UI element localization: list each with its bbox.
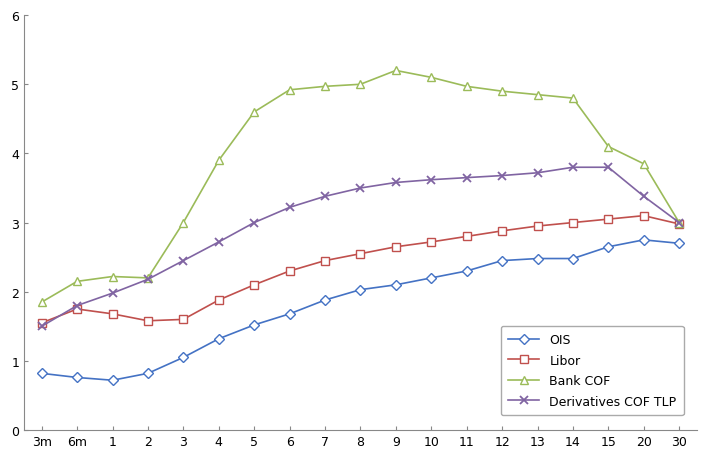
Bank COF <box>675 220 683 226</box>
Derivatives COF TLP <box>462 175 471 181</box>
Derivatives COF TLP <box>498 174 506 179</box>
Bank COF <box>285 88 294 93</box>
Bank COF <box>179 220 188 226</box>
OIS <box>144 371 152 376</box>
OIS <box>392 282 400 288</box>
Derivatives COF TLP <box>321 194 329 200</box>
Line: Derivatives COF TLP: Derivatives COF TLP <box>38 164 683 331</box>
Libor <box>533 224 542 230</box>
Derivatives COF TLP <box>392 180 400 186</box>
Libor <box>569 220 577 226</box>
Libor <box>392 245 400 250</box>
Derivatives COF TLP <box>604 165 612 171</box>
OIS <box>427 275 435 281</box>
Bank COF <box>498 89 506 95</box>
Bank COF <box>462 84 471 90</box>
Bank COF <box>427 75 435 81</box>
Derivatives COF TLP <box>639 194 648 200</box>
Derivatives COF TLP <box>285 205 294 211</box>
Libor <box>675 222 683 227</box>
Bank COF <box>639 162 648 167</box>
Derivatives COF TLP <box>569 165 577 171</box>
Libor <box>108 311 117 317</box>
Line: OIS: OIS <box>38 237 683 384</box>
Libor <box>498 229 506 234</box>
OIS <box>675 241 683 246</box>
Bank COF <box>73 279 81 285</box>
Bank COF <box>392 68 400 74</box>
Line: Libor: Libor <box>38 212 683 327</box>
Libor <box>144 318 152 324</box>
OIS <box>321 297 329 303</box>
Libor <box>462 234 471 240</box>
Bank COF <box>250 110 258 115</box>
Bank COF <box>144 275 152 281</box>
OIS <box>356 287 365 293</box>
OIS <box>215 336 223 342</box>
Derivatives COF TLP <box>73 303 81 308</box>
OIS <box>73 375 81 381</box>
Derivatives COF TLP <box>533 171 542 176</box>
Libor <box>639 213 648 219</box>
Bank COF <box>321 84 329 90</box>
Bank COF <box>215 158 223 164</box>
Libor <box>356 252 365 257</box>
Bank COF <box>604 145 612 150</box>
Derivatives COF TLP <box>108 291 117 296</box>
Legend: OIS, Libor, Bank COF, Derivatives COF TLP: OIS, Libor, Bank COF, Derivatives COF TL… <box>501 326 684 415</box>
OIS <box>250 323 258 328</box>
Libor <box>215 297 223 303</box>
Bank COF <box>533 93 542 98</box>
OIS <box>108 378 117 383</box>
Libor <box>321 258 329 264</box>
Libor <box>179 317 188 322</box>
Libor <box>38 320 46 326</box>
OIS <box>533 256 542 262</box>
Bank COF <box>108 274 117 280</box>
Derivatives COF TLP <box>179 258 188 264</box>
Derivatives COF TLP <box>427 178 435 183</box>
OIS <box>462 269 471 274</box>
Derivatives COF TLP <box>356 186 365 191</box>
OIS <box>38 371 46 376</box>
OIS <box>604 245 612 250</box>
Derivatives COF TLP <box>250 220 258 226</box>
OIS <box>639 238 648 243</box>
Libor <box>427 240 435 245</box>
Derivatives COF TLP <box>215 240 223 245</box>
Bank COF <box>38 300 46 305</box>
OIS <box>498 258 506 264</box>
Libor <box>73 307 81 312</box>
Bank COF <box>356 82 365 88</box>
Line: Bank COF: Bank COF <box>38 67 683 307</box>
OIS <box>179 355 188 360</box>
Derivatives COF TLP <box>675 220 683 226</box>
Libor <box>285 269 294 274</box>
Bank COF <box>569 96 577 101</box>
OIS <box>285 311 294 317</box>
Libor <box>604 217 612 223</box>
OIS <box>569 256 577 262</box>
Libor <box>250 282 258 288</box>
Derivatives COF TLP <box>38 324 46 330</box>
Derivatives COF TLP <box>144 277 152 282</box>
